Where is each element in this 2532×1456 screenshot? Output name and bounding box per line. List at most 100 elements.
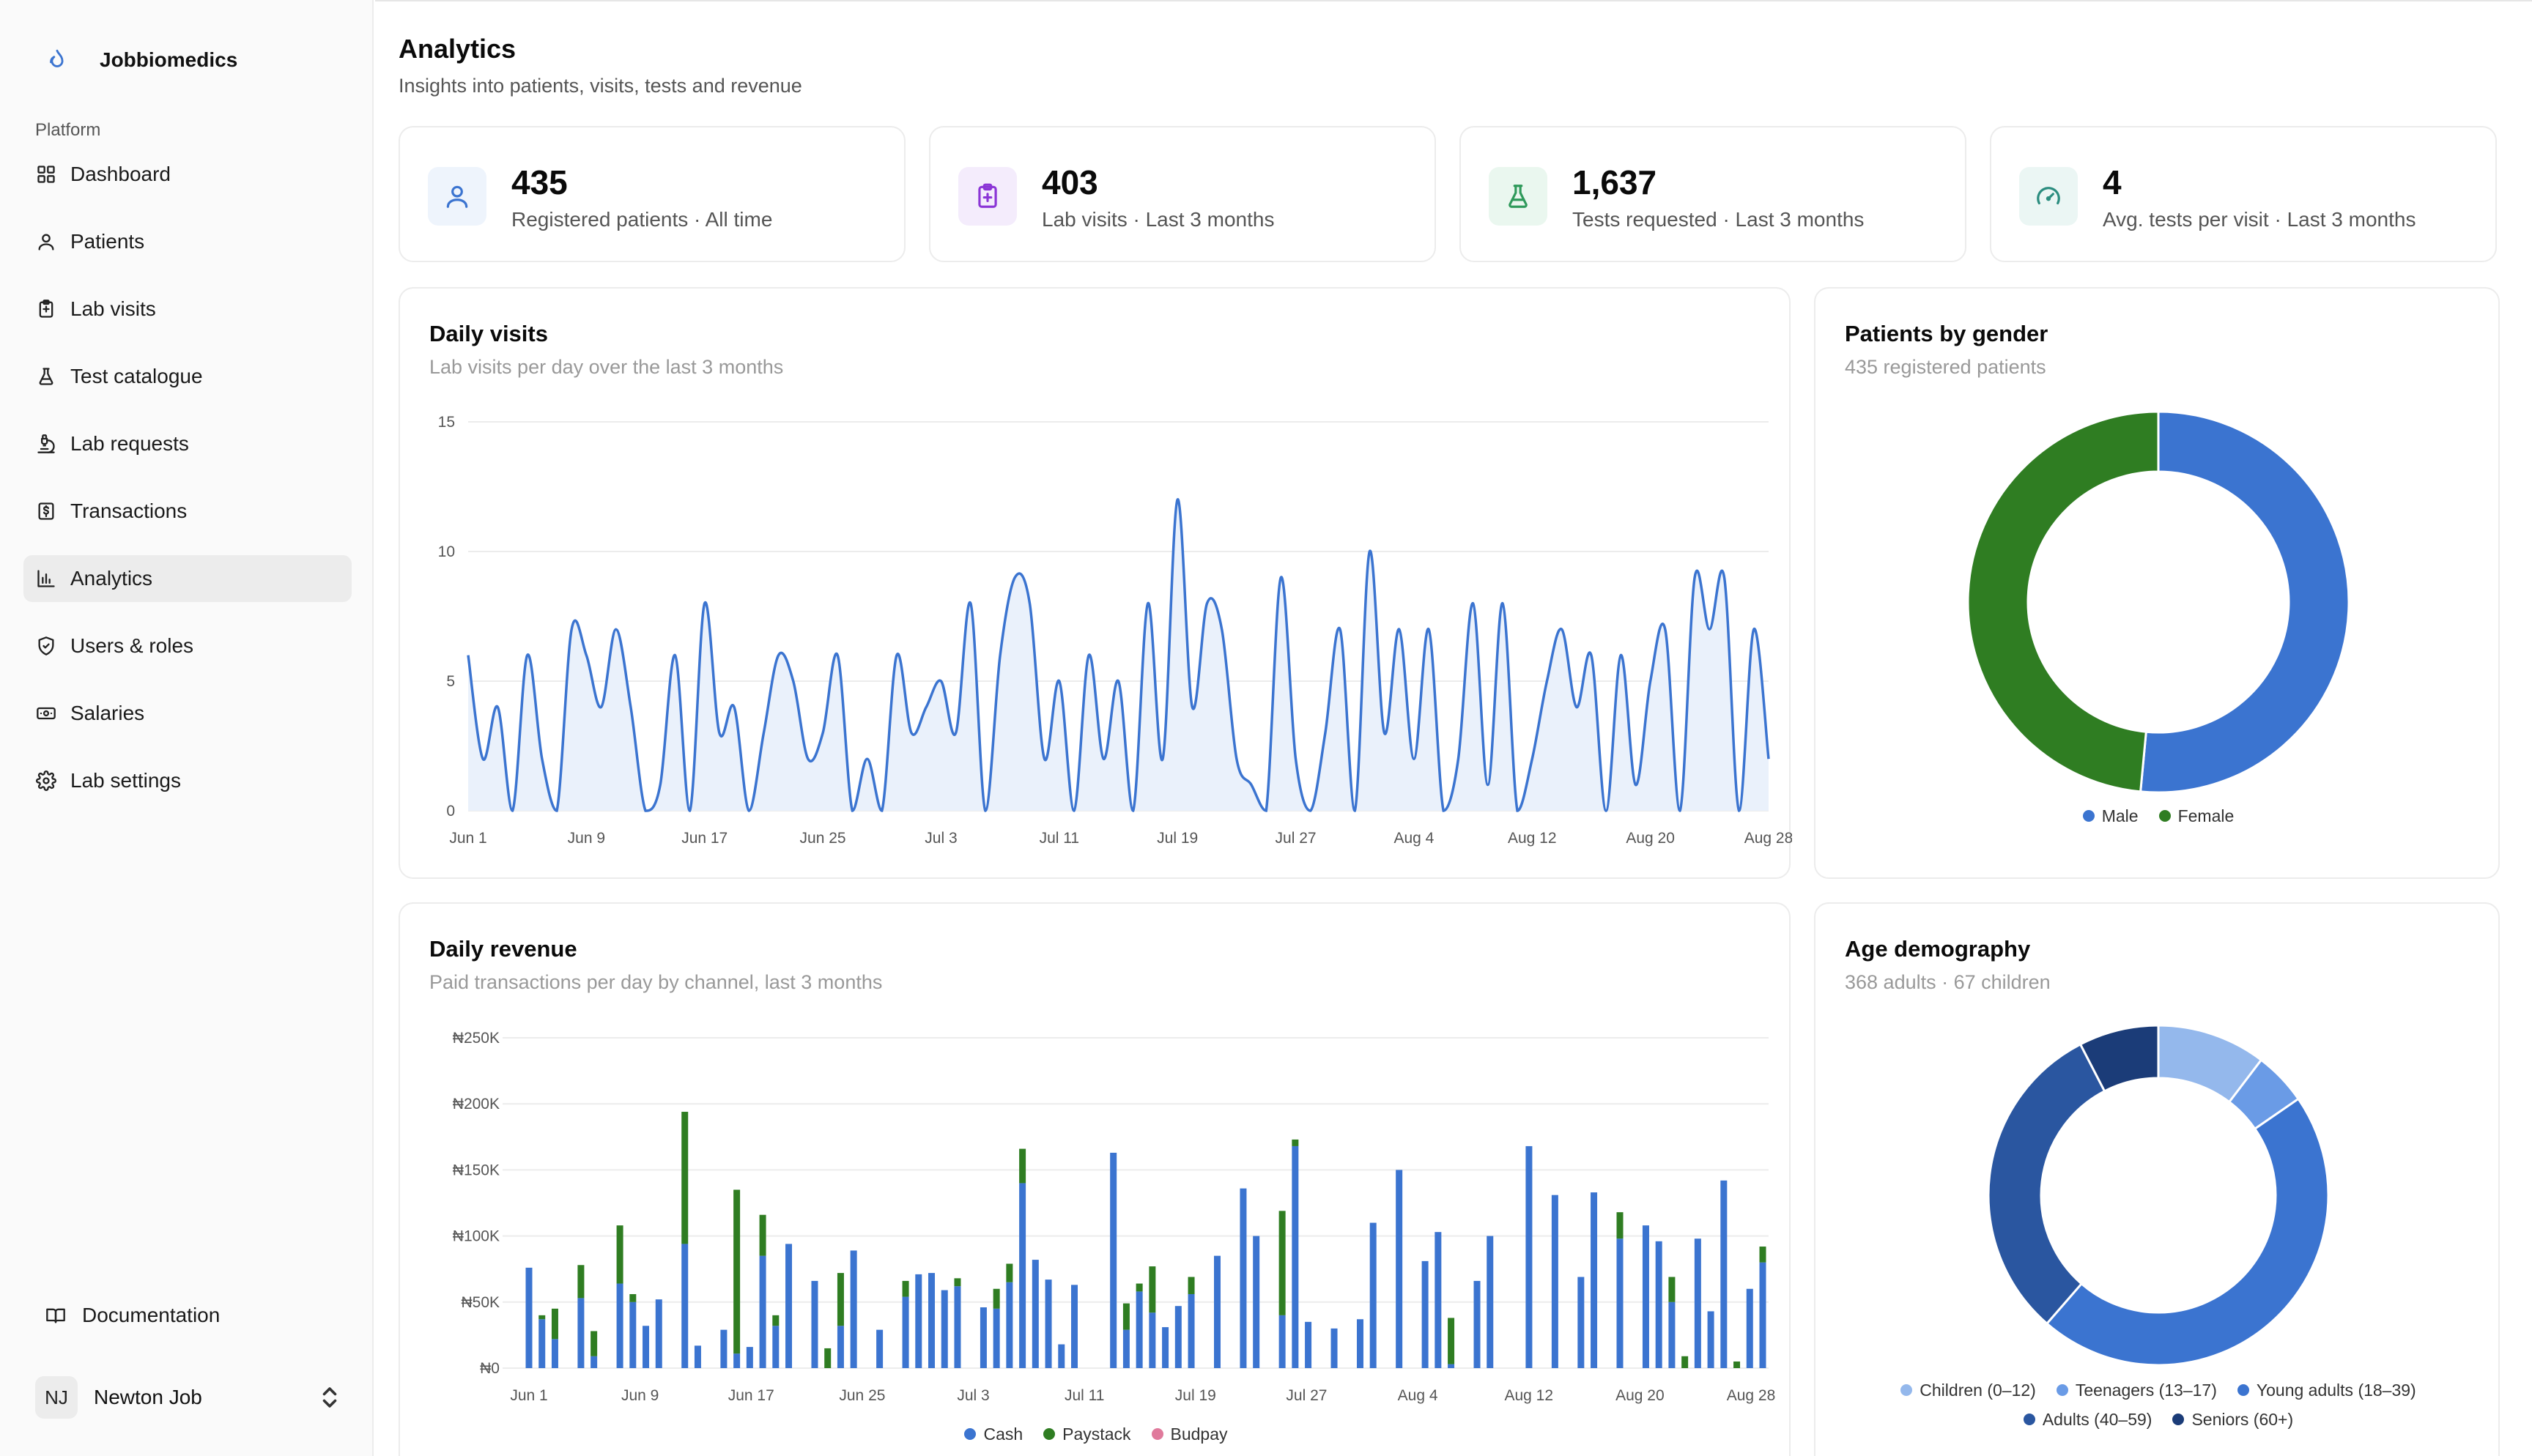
revenue-bar-cash [694, 1345, 701, 1368]
sidebar-item-lab-requests[interactable]: Lab requests [23, 420, 352, 467]
age-title: Age demography [1845, 936, 2031, 962]
revenue-bar-cash [1720, 1180, 1728, 1368]
sidebar-item-users-roles[interactable]: Users & roles [23, 623, 352, 669]
user-name: Newton Job [94, 1386, 202, 1408]
x-tick-label: Aug 20 [1626, 830, 1675, 847]
revenue-bar-cash [629, 1301, 637, 1368]
revenue-bar-cash [538, 1319, 546, 1368]
documentation-link[interactable]: Documentation [35, 1293, 220, 1337]
sidebar-item-salaries[interactable]: Salaries [23, 690, 352, 737]
revenue-bar-cash [1278, 1315, 1286, 1368]
legend-item-cash: Cash [964, 1419, 1023, 1449]
gauge-icon [2019, 167, 2078, 226]
legend-label: Cash [983, 1424, 1023, 1444]
revenue-bar-paystack [591, 1331, 598, 1356]
revenue-bar-paystack [551, 1308, 558, 1340]
microscope-icon [35, 433, 57, 455]
y-tick-label: ₦50K [461, 1294, 500, 1311]
age-legend: Children (0–12) Teenagers (13–17) Young ad… [1859, 1375, 2457, 1434]
revenue-bar-cash [785, 1244, 793, 1368]
daily-revenue-title: Daily revenue [429, 936, 577, 962]
main-content: Analytics Insights into patients, visits… [375, 0, 2532, 1456]
revenue-bar-paystack [902, 1280, 909, 1297]
x-tick-label: Aug 12 [1504, 1387, 1553, 1404]
revenue-bar-cash [915, 1274, 922, 1368]
revenue-bar-cash [1577, 1277, 1585, 1368]
documentation-label: Documentation [82, 1304, 221, 1326]
sidebar-item-patients[interactable]: Patients [23, 218, 352, 265]
sidebar-item-analytics[interactable]: Analytics [23, 555, 352, 602]
revenue-bar-paystack [733, 1189, 741, 1354]
revenue-bar-cash [1668, 1301, 1676, 1368]
age-donut-chart [1987, 1024, 2330, 1367]
avatar: NJ [35, 1376, 78, 1419]
revenue-bar-cash [954, 1286, 961, 1368]
revenue-bar-cash [1707, 1311, 1714, 1368]
sidebar-item-transactions[interactable]: Transactions [23, 488, 352, 535]
sidebar-item-lab-settings[interactable]: Lab settings [23, 757, 352, 804]
gender-legend: Male Female [1815, 801, 2501, 831]
legend-label: Paystack [1062, 1424, 1131, 1444]
revenue-bar-paystack [772, 1315, 780, 1326]
gear-icon [35, 770, 57, 792]
legend-label: Male [2101, 806, 2139, 825]
x-tick-label: Jun 9 [568, 830, 605, 847]
revenue-bar-cash [1473, 1280, 1481, 1368]
sidebar-item-lab-visits[interactable]: Lab visits [23, 286, 352, 333]
revenue-bar-cash [941, 1290, 948, 1368]
chevrons-up-down-icon[interactable] [316, 1384, 343, 1411]
x-tick-label: Jun 25 [839, 1387, 885, 1404]
legend-item-female: Female [2158, 801, 2234, 831]
legend-item-male: Male [2082, 801, 2139, 831]
x-tick-label: Jul 3 [957, 1387, 989, 1404]
legend-swatch [1043, 1428, 1056, 1440]
stat-label: Registered patients · All time [511, 208, 773, 231]
revenue-bar-cash [1136, 1291, 1143, 1368]
x-tick-label: Aug 12 [1508, 830, 1557, 847]
user-menu[interactable]: NJ Newton Job [35, 1374, 343, 1421]
y-tick-label: ₦0 [480, 1360, 500, 1377]
revenue-bar-cash [1435, 1232, 1442, 1368]
stat-value: 403 [1042, 163, 1098, 201]
revenue-bar-cash [1694, 1238, 1701, 1368]
page-subtitle: Insights into patients, visits, tests an… [399, 75, 802, 97]
sidebar-item-label: Analytics [70, 567, 153, 590]
x-tick-label: Jul 11 [1040, 830, 1079, 847]
revenue-bar-cash [551, 1339, 558, 1368]
revenue-bar-paystack [1616, 1212, 1624, 1239]
daily-visits-subtitle: Lab visits per day over the last 3 month… [429, 356, 784, 378]
age-slice-adults-40-59 [1987, 1042, 2106, 1326]
sidebar-item-label: Lab visits [70, 297, 156, 320]
brand[interactable]: Jobbiomedics [40, 42, 237, 78]
legend-swatch [2023, 1414, 2035, 1425]
x-tick-label: Jun 9 [621, 1387, 659, 1404]
x-tick-label: Aug 4 [1398, 1387, 1438, 1404]
legend-swatch [2237, 1384, 2249, 1396]
stat-label: Avg. tests per visit · Last 3 months [2103, 208, 2416, 231]
revenue-bar-cash [1122, 1329, 1130, 1368]
revenue-bar-cash [837, 1326, 844, 1368]
sidebar-item-test-catalogue[interactable]: Test catalogue [23, 353, 352, 400]
sidebar-item-dashboard[interactable]: Dashboard [23, 151, 352, 198]
revenue-bar-cash [1071, 1285, 1078, 1368]
revenue-bar-paystack [1292, 1139, 1299, 1146]
sidebar-item-label: Patients [70, 230, 145, 253]
revenue-legend: Cash Paystack Budpay [400, 1419, 1792, 1449]
revenue-bar-paystack [1136, 1283, 1143, 1292]
y-tick-label: ₦200K [453, 1096, 500, 1113]
revenue-bar-cash [643, 1326, 650, 1368]
daily-revenue-chart: ₦0 ₦50K ₦100K ₦150K ₦200K ₦250K Jun 1 Jun 9 Jun … [453, 1030, 1776, 1404]
revenue-bar-paystack [1006, 1263, 1013, 1282]
revenue-bar-paystack [1188, 1277, 1195, 1294]
x-tick-label: Jul 3 [925, 830, 957, 847]
y-tick-label: ₦100K [453, 1228, 500, 1245]
revenue-bar-cash [1551, 1195, 1558, 1368]
age-slice-seniors-60 [2078, 1024, 2160, 1093]
revenue-bar-cash [746, 1347, 753, 1368]
daily-visits-chart: 0 5 10 15 Jun 1 Jun 9 Jun 17 Jun 25 Jul 3 Jul 11 J… [438, 414, 1792, 847]
revenue-bar-cash [720, 1329, 728, 1368]
y-tick-label: 15 [438, 414, 455, 431]
revenue-bar-cash [1149, 1312, 1156, 1368]
revenue-bar-paystack [629, 1293, 637, 1302]
y-tick-label: ₦150K [453, 1162, 500, 1178]
